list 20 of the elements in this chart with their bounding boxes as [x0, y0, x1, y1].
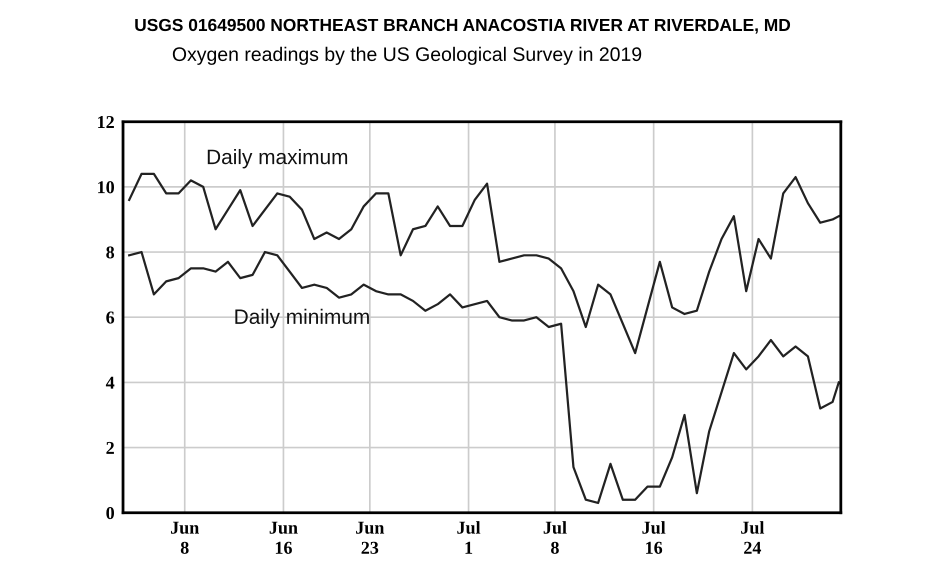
x-tick-label: Jul 1 — [457, 521, 480, 554]
x-tick-label: Jun 8 — [170, 522, 200, 554]
y-tick-label: 4 — [106, 376, 114, 389]
x-tick-label: Jul 8 — [544, 521, 567, 554]
y-tick-label: 10 — [98, 181, 114, 194]
chart-title: USGS 01649500 NORTHEAST BRANCH ANACOSTIA RIVER AT RIVERDALE, MD — [135, 18, 790, 34]
x-tick-label: Jul 16 — [642, 521, 666, 554]
y-tick-label: 6 — [106, 312, 114, 324]
chart-subtitle: Oxygen readings by the US Geological Survey in 2019 — [172, 46, 642, 65]
y-tick-label: 2 — [106, 442, 114, 454]
x-tick-label: Jun 23 — [356, 522, 384, 554]
y-tick-label: 8 — [106, 246, 114, 258]
series-label: Daily maximum — [208, 148, 348, 168]
y-tick-label: 0 — [106, 506, 114, 520]
line-series — [128, 250, 840, 504]
series-label: Daily minimum — [235, 308, 369, 328]
line-series — [128, 172, 840, 354]
y-tick-label: 12 — [98, 116, 114, 128]
x-tick-label: Jul 24 — [741, 521, 764, 554]
x-tick-label: Jun 16 — [270, 522, 298, 554]
